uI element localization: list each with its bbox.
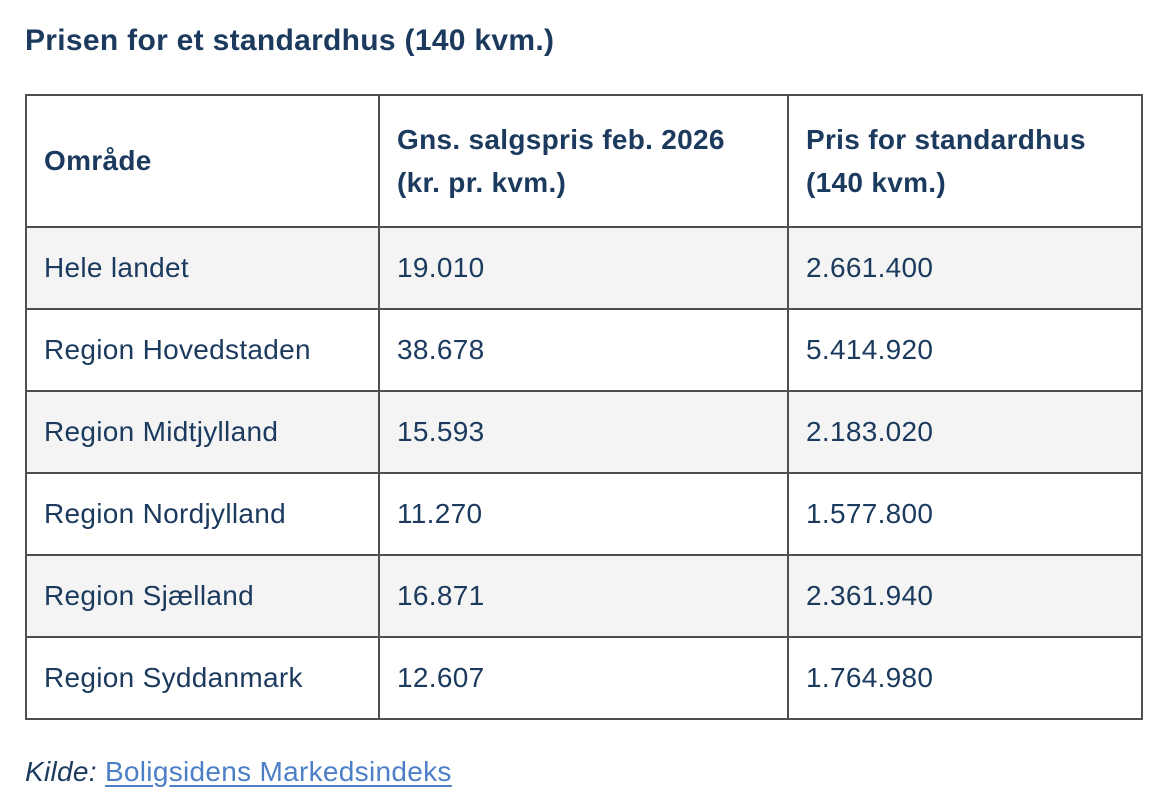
area-cell: Region Syddanmark [25, 636, 380, 720]
area-cell: Region Nordjylland [25, 472, 380, 556]
column-header-standard-house-price-line2: (140 kvm.) [806, 167, 946, 198]
price-per-sqm-cell: 11.270 [378, 472, 789, 556]
column-header-price-per-sqm: Gns. salgspris feb. 2026 (kr. pr. kvm.) [378, 94, 789, 228]
table-row: Region Sjælland 16.871 2.361.940 [25, 554, 1143, 638]
standard-house-price-cell: 2.661.400 [787, 226, 1143, 310]
table-row: Region Hovedstaden 38.678 5.414.920 [25, 308, 1143, 392]
table-row: Region Midtjylland 15.593 2.183.020 [25, 390, 1143, 474]
table-header-row: Område Gns. salgspris feb. 2026 (kr. pr.… [25, 94, 1143, 228]
article-table-section: Prisen for et standardhus (140 kvm.) Omr… [25, 24, 1143, 788]
page-title: Prisen for et standardhus (140 kvm.) [25, 24, 555, 57]
area-cell: Region Midtjylland [25, 390, 380, 474]
area-cell: Region Hovedstaden [25, 308, 380, 392]
price-per-sqm-cell: 19.010 [378, 226, 789, 310]
standard-house-price-cell: 2.183.020 [787, 390, 1143, 474]
column-header-standard-house-price-line1: Pris for standardhus [806, 123, 1086, 155]
area-cell: Region Sjælland [25, 554, 380, 638]
price-per-sqm-cell: 16.871 [378, 554, 789, 638]
source-link[interactable]: Boligsidens Markedsindeks [104, 756, 452, 787]
price-table: Område Gns. salgspris feb. 2026 (kr. pr.… [25, 94, 1143, 720]
standard-house-price-cell: 2.361.940 [787, 554, 1143, 638]
price-per-sqm-cell: 12.607 [378, 636, 789, 720]
table-row: Region Nordjylland 11.270 1.577.800 [25, 472, 1143, 556]
column-header-standard-house-price: Pris for standardhus (140 kvm.) [787, 94, 1143, 228]
standard-house-price-cell: 1.577.800 [787, 472, 1143, 556]
area-cell: Hele landet [25, 226, 380, 310]
source-label: Kilde: [25, 756, 97, 787]
column-header-area: Område [25, 94, 380, 228]
column-header-price-per-sqm-line2: (kr. pr. kvm.) [397, 167, 567, 198]
table-row: Region Syddanmark 12.607 1.764.980 [25, 636, 1143, 720]
source-line: Kilde: Boligsidens Markedsindeks [25, 756, 1142, 788]
column-header-price-per-sqm-line1: Gns. salgspris feb. 2026 [397, 123, 725, 155]
price-per-sqm-cell: 38.678 [378, 308, 789, 392]
table-row: Hele landet 19.010 2.661.400 [25, 226, 1143, 310]
price-per-sqm-cell: 15.593 [378, 390, 789, 474]
standard-house-price-cell: 1.764.980 [787, 636, 1143, 720]
standard-house-price-cell: 5.414.920 [787, 308, 1143, 392]
